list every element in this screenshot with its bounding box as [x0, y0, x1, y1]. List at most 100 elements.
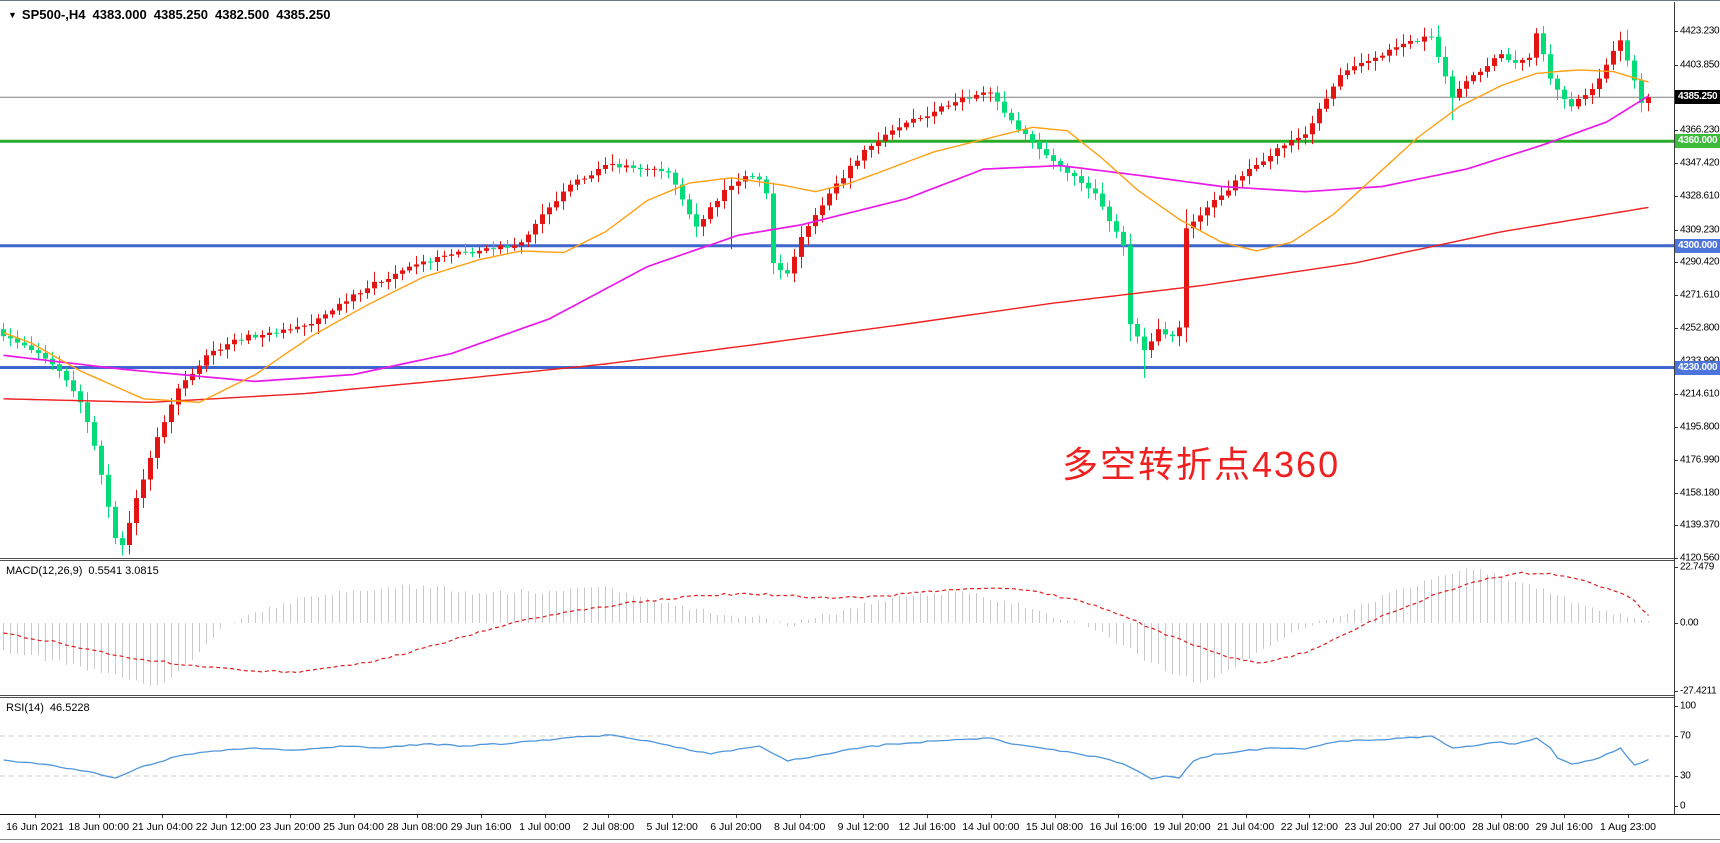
rsi-label-row: RSI(14) 46.5228	[6, 702, 90, 714]
price-axis-label-tick	[1675, 295, 1678, 297]
rsi-axis-label: 70	[1680, 730, 1691, 742]
time-axis-label: 27 Jul 00:00	[1408, 821, 1466, 833]
time-axis-label: 8 Jul 04:00	[773, 821, 826, 833]
time-axis-label: 15 Jul 08:00	[1025, 821, 1084, 833]
symbol-dropdown-icon[interactable]: ▼	[8, 10, 17, 20]
price-axis-label: 4139.370	[1680, 519, 1720, 531]
candles	[1, 25, 1651, 556]
price-axis-label: 4158.180	[1680, 487, 1720, 499]
time-axis-tick	[672, 815, 674, 818]
time-axis-label: 23 Jul 20:00	[1344, 821, 1402, 833]
price-axis-label-tick	[1675, 394, 1678, 396]
time-axis-label: 21 Jul 04:00	[1217, 821, 1275, 833]
ohlc-high: 4385.250	[153, 7, 208, 22]
price-axis-label-tick	[1675, 31, 1678, 33]
price-axis-label: 4347.420	[1680, 157, 1720, 169]
price-axis-label-tick	[1675, 459, 1678, 461]
time-axis-label: 22 Jul 12:00	[1280, 821, 1338, 833]
price-axis-label: 4309.230	[1680, 224, 1720, 236]
time-axis-label: 18 Jun 00:00	[68, 821, 130, 833]
time-axis-label: 29 Jun 16:00	[450, 821, 512, 833]
time-axis-label: 16 Jun 2021	[6, 821, 64, 833]
macd-axis-label-tick	[1675, 623, 1678, 625]
price-axis-label: 4176.990	[1680, 454, 1720, 466]
time-axis-tick	[162, 815, 164, 818]
price-axis-label-tick	[1675, 163, 1678, 165]
time-axis-tick	[1245, 815, 1247, 818]
rsi-axis-label: 100	[1680, 700, 1696, 712]
price-axis-label-tick	[1675, 262, 1678, 264]
time-axis-label: 9 Jul 12:00	[837, 821, 890, 833]
macd-histogram	[3, 568, 1649, 686]
price-axis-label: 4252.800	[1680, 322, 1720, 334]
time-axis-label: 22 Jun 12:00	[195, 821, 257, 833]
price-axis[interactable]: 4423.230 4403.850 4366.230 4347.420 4328.610…	[1674, 2, 1720, 814]
candlestick-chart[interactable]	[0, 2, 1674, 558]
macd-axis-label-tick	[1675, 691, 1678, 693]
annotation-text: 多空转折点4360	[1062, 444, 1341, 485]
time-axis-label: 16 Jul 16:00	[1089, 821, 1147, 833]
price-axis-label: 4214.610	[1680, 388, 1720, 400]
price-axis-label: 4290.420	[1680, 256, 1720, 268]
time-axis-label: 14 Jul 00:00	[962, 821, 1020, 833]
time-axis-bottom-line	[0, 839, 1720, 840]
macd-values: 0.5541 3.0815	[88, 565, 159, 577]
time-axis-label: 25 Jun 04:00	[323, 821, 384, 833]
price-axis-label: 4423.230	[1680, 25, 1720, 37]
time-axis-label: 5 Jul 12:00	[646, 821, 698, 833]
time-axis-tick	[289, 815, 291, 818]
price-axis-label-tick	[1675, 525, 1678, 527]
macd-panel[interactable]: MACD(12,26,9) 0.5541 3.0815	[0, 561, 1674, 695]
time-axis-label: 23 Jun 20:00	[259, 821, 321, 833]
time-axis-tick	[1118, 815, 1120, 818]
macd-label-row: MACD(12,26,9) 0.5541 3.0815	[6, 565, 159, 577]
time-axis-tick	[1181, 815, 1183, 818]
time-axis-label: 6 Jul 20:00	[710, 821, 762, 833]
price-axis-label-tick	[1675, 558, 1678, 559]
time-axis[interactable]: 16 Jun 2021 18 Jun 00:00 21 Jun 04:00 22 Ju…	[0, 814, 1720, 843]
time-axis-tick	[608, 815, 610, 818]
time-axis-tick	[98, 815, 100, 818]
time-axis-label: 28 Jul 08:00	[1471, 821, 1530, 833]
rsi-label: RSI(14)	[6, 702, 44, 714]
price-axis-label-tick	[1675, 327, 1678, 329]
price-tag-4360.000: 4360.000	[1675, 134, 1720, 149]
price-axis-label: 4403.850	[1680, 59, 1720, 71]
time-axis-tick	[799, 815, 801, 818]
time-axis-tick	[990, 815, 992, 818]
price-axis-label: 4120.560	[1680, 552, 1720, 564]
ohlc-open: 4383.000	[92, 7, 147, 22]
ma-fast-orange	[3, 69, 1649, 404]
time-axis-tick	[735, 815, 737, 818]
rsi-value: 46.5228	[49, 702, 90, 714]
panel-separator-rsi[interactable]	[0, 695, 1720, 698]
price-axis-label-tick	[1675, 229, 1678, 231]
panel-separator-macd[interactable]	[0, 558, 1720, 561]
ohlc-low: 4382.500	[214, 7, 270, 22]
candlestick-chart-panel[interactable]: 多空转折点4360	[0, 2, 1674, 558]
chart-title: ▼ SP500-,H4 4383.000 4385.250 4382.500 4385.2…	[8, 7, 337, 22]
ma-slow-red	[3, 206, 1649, 404]
rsi-chart[interactable]	[0, 698, 1674, 814]
price-axis-label-tick	[1675, 130, 1678, 132]
macd-axis-label-tick	[1675, 566, 1678, 568]
time-axis-label: 1 Jul 00:00	[519, 821, 571, 833]
time-axis-tick	[1054, 815, 1056, 818]
time-axis-tick	[1564, 815, 1566, 818]
macd-axis-label: 22.7479	[1680, 561, 1715, 573]
time-axis-tick	[353, 815, 355, 818]
macd-axis-label: 0.00	[1680, 617, 1699, 629]
time-axis-label: 19 Jul 20:00	[1153, 821, 1211, 833]
time-axis-tick	[417, 815, 419, 818]
ma-mid-magenta	[3, 95, 1649, 383]
rsi-axis-label-tick	[1675, 776, 1678, 777]
price-axis-label: 4195.800	[1680, 421, 1720, 433]
time-axis-label: 1 Aug 23:00	[1599, 821, 1657, 833]
macd-chart[interactable]	[0, 561, 1674, 695]
time-axis-tick	[927, 815, 929, 818]
rsi-axis-label-tick	[1675, 706, 1678, 707]
price-axis-label: 4328.610	[1680, 190, 1720, 202]
price-tag-4230.000: 4230.000	[1675, 360, 1720, 375]
rsi-panel[interactable]: RSI(14) 46.5228	[0, 698, 1674, 814]
